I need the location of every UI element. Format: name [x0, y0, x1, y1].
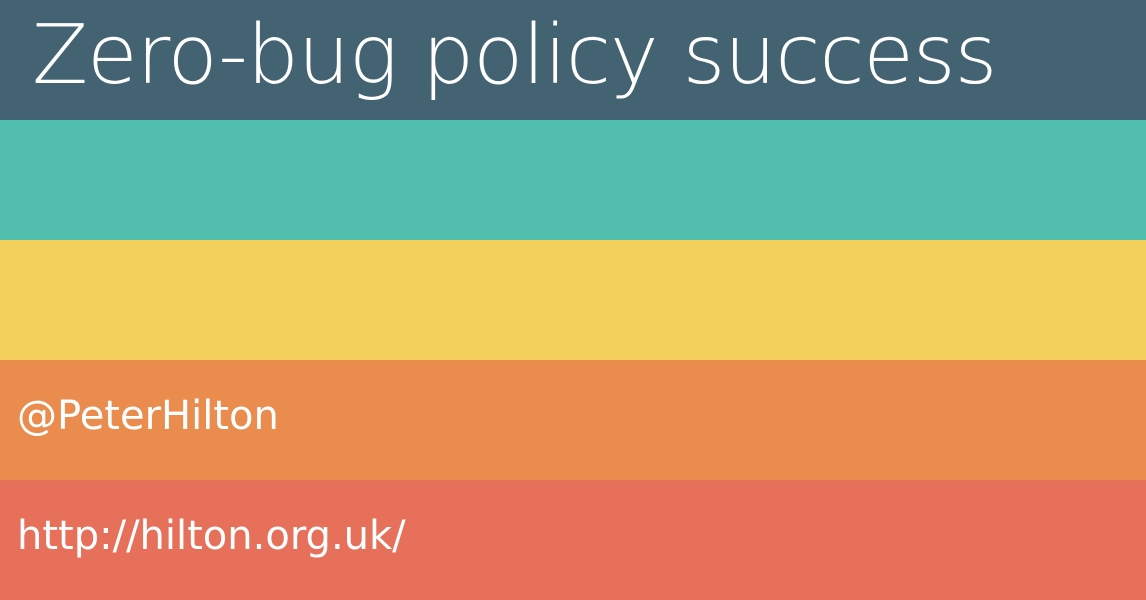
twitter-handle: @PeterHilton [17, 393, 279, 439]
website-band: http://hilton.org.uk/ [0, 480, 1146, 600]
twitter-band: @PeterHilton [0, 360, 1146, 480]
website-url: http://hilton.org.uk/ [17, 513, 406, 559]
yellow-band [0, 240, 1146, 360]
title-band: Zero-bug policy success [0, 0, 1146, 120]
slide-title: Zero-bug policy success [32, 8, 997, 103]
teal-band [0, 120, 1146, 240]
